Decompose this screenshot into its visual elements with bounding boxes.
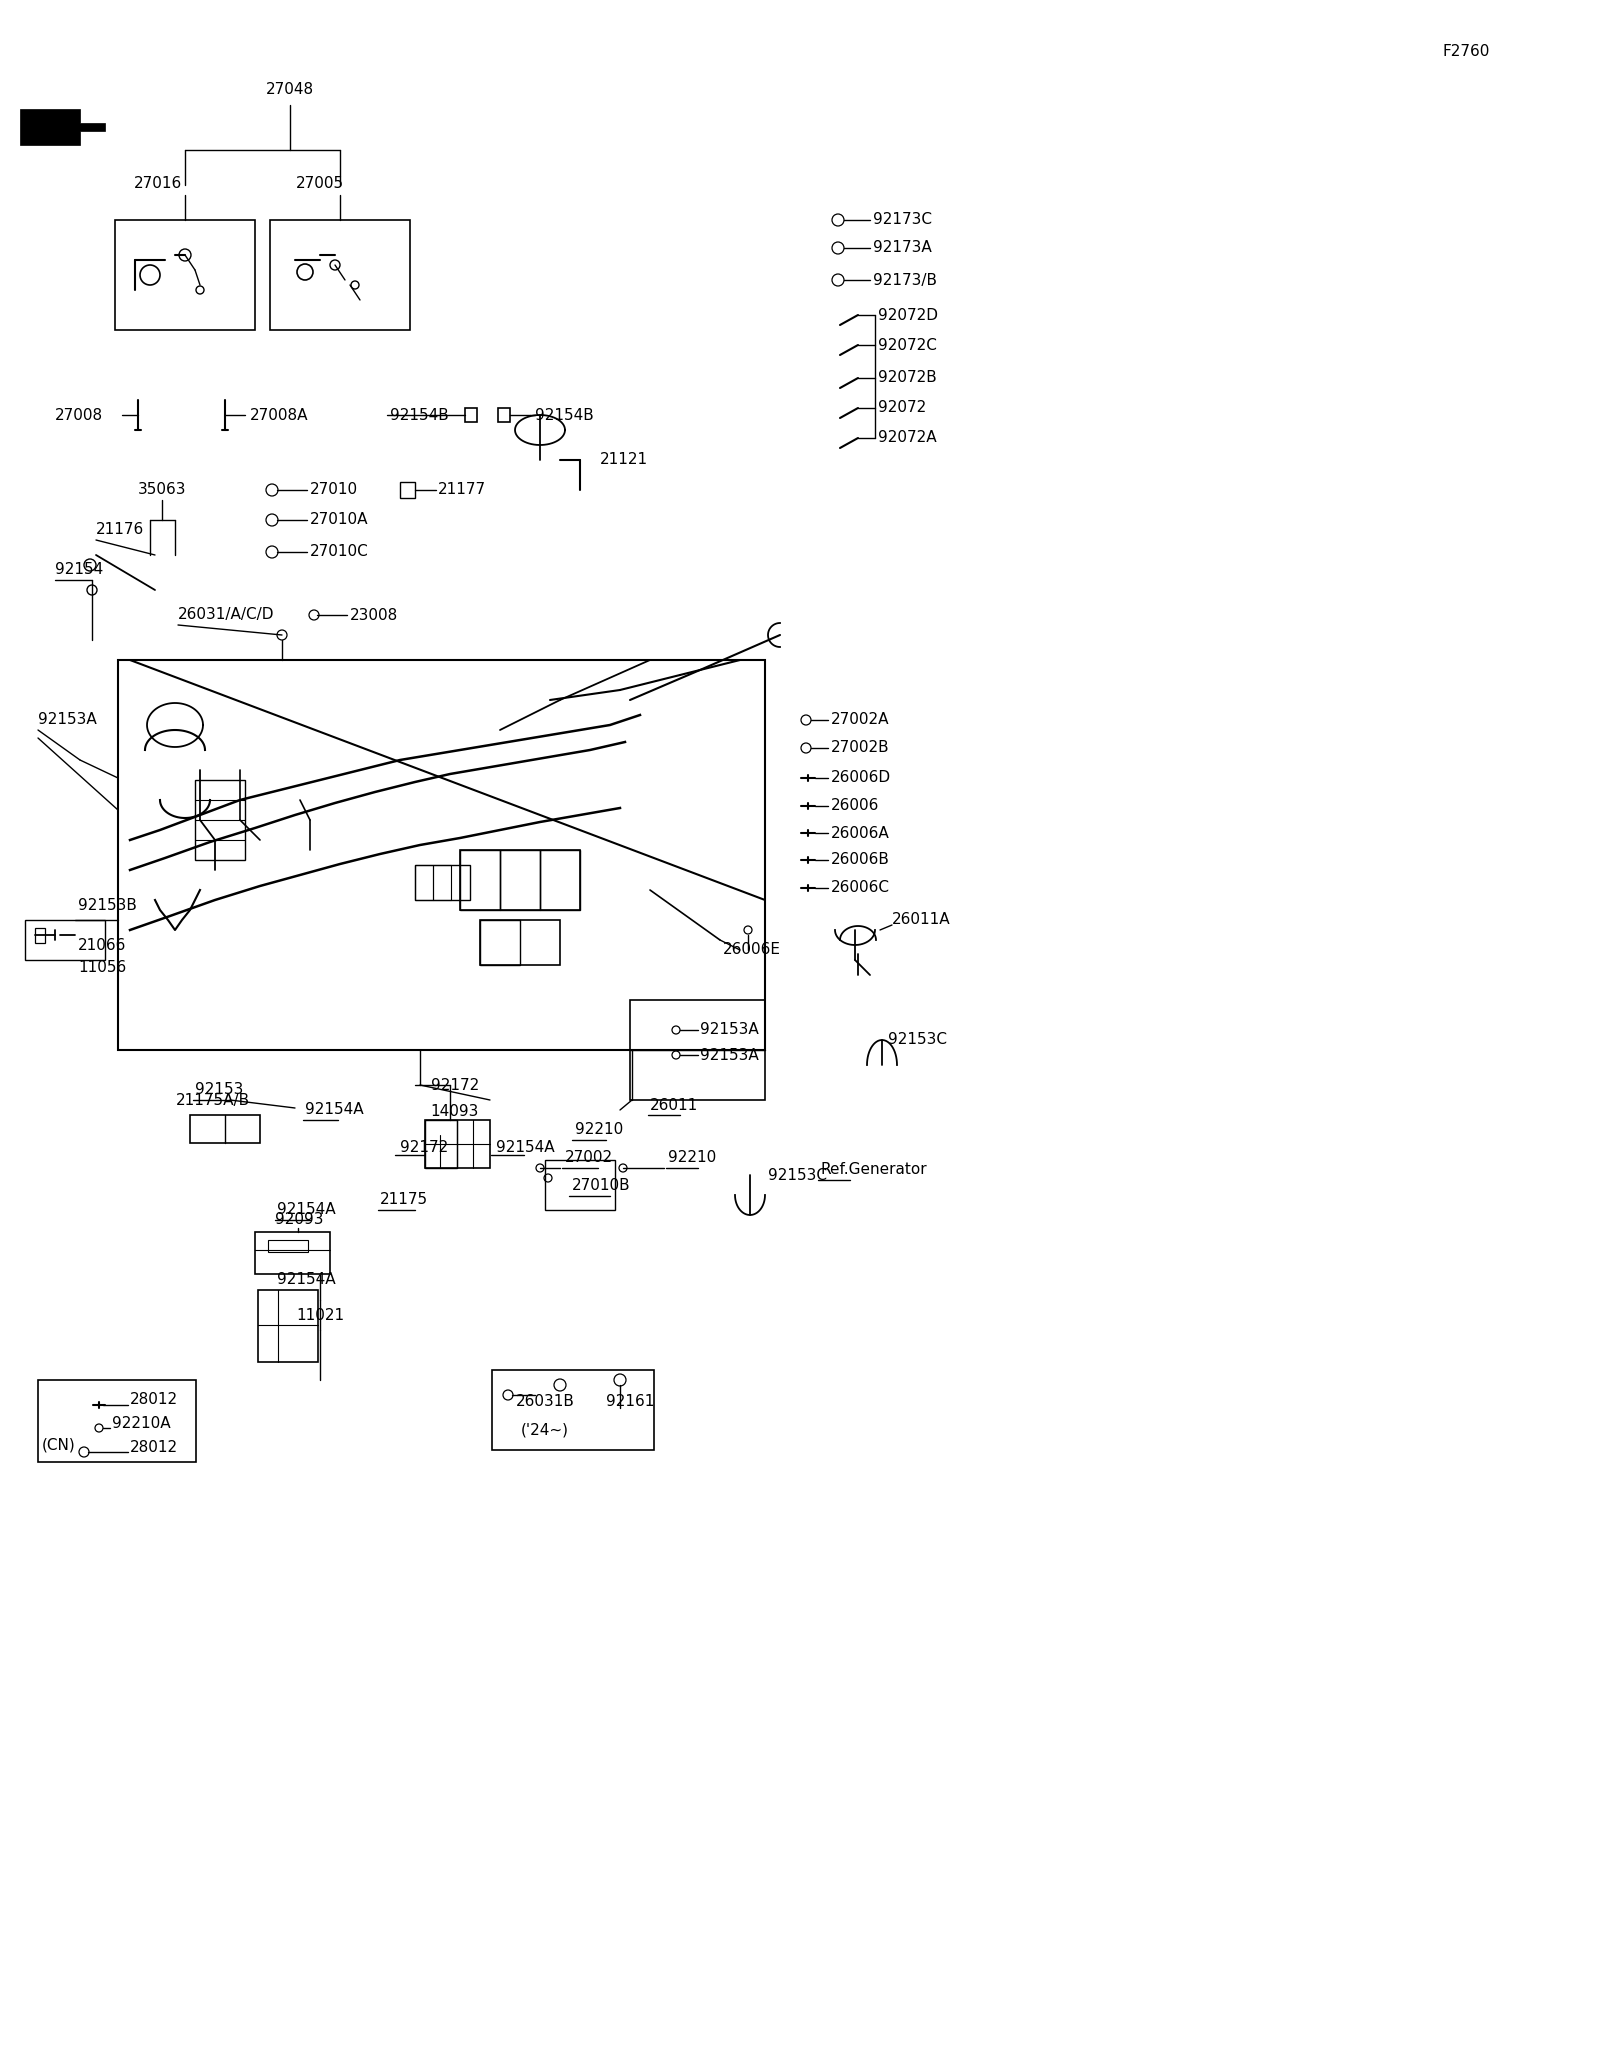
Bar — [546, 1160, 614, 1209]
Text: 92093: 92093 — [275, 1213, 323, 1228]
Text: 27016: 27016 — [134, 176, 182, 190]
Bar — [426, 1120, 458, 1168]
Text: 11021: 11021 — [296, 1308, 344, 1323]
Text: 28012: 28012 — [130, 1441, 178, 1455]
Text: 14093: 14093 — [430, 1104, 478, 1120]
Text: 26006C: 26006C — [830, 881, 890, 895]
Bar — [461, 850, 579, 909]
Bar — [115, 219, 254, 331]
Text: 26011: 26011 — [650, 1098, 698, 1112]
Bar — [426, 1120, 490, 1168]
Bar — [26, 920, 106, 959]
Text: 92153C: 92153C — [888, 1034, 947, 1048]
Text: 92154A: 92154A — [496, 1141, 555, 1155]
Text: 92153B: 92153B — [78, 897, 138, 912]
Bar — [414, 864, 434, 899]
Text: 92153A: 92153A — [701, 1023, 758, 1038]
Text: 21175: 21175 — [381, 1193, 429, 1207]
Text: 27002: 27002 — [565, 1151, 613, 1166]
Bar — [480, 920, 560, 965]
Text: F2760: F2760 — [1443, 45, 1490, 60]
Bar — [630, 1000, 765, 1100]
Bar — [35, 928, 45, 943]
Text: 27008: 27008 — [54, 407, 102, 422]
Text: 26031B: 26031B — [515, 1395, 574, 1410]
Text: 26006B: 26006B — [830, 852, 890, 868]
Text: 26006E: 26006E — [723, 943, 781, 957]
Text: 92161: 92161 — [606, 1395, 654, 1410]
Text: 27005: 27005 — [296, 176, 344, 190]
Text: 27010C: 27010C — [310, 544, 368, 560]
Text: FRONT: FRONT — [18, 1933, 77, 1947]
Text: 26006: 26006 — [830, 798, 880, 814]
Text: 27048: 27048 — [266, 83, 314, 97]
Text: 92210A: 92210A — [112, 1416, 171, 1430]
Text: ('24~): ('24~) — [522, 1422, 570, 1437]
Bar — [499, 850, 541, 909]
Bar — [400, 482, 414, 498]
Text: 92153: 92153 — [195, 1083, 243, 1098]
Text: 92154B: 92154B — [390, 407, 448, 422]
Bar — [195, 779, 245, 860]
Text: 92154A: 92154A — [277, 1203, 336, 1217]
Text: 92072: 92072 — [878, 401, 926, 415]
Text: 27002A: 27002A — [830, 713, 890, 728]
Bar — [480, 920, 520, 965]
Text: 92172: 92172 — [430, 1077, 478, 1093]
Text: 92154: 92154 — [54, 562, 104, 577]
Text: 92173C: 92173C — [874, 213, 931, 227]
Bar — [498, 407, 510, 422]
Text: Ref.Generator: Ref.Generator — [819, 1162, 926, 1178]
Text: 26006A: 26006A — [830, 825, 890, 841]
Text: 92153A: 92153A — [38, 713, 96, 728]
Text: (CN): (CN) — [42, 1437, 75, 1453]
Text: 23008: 23008 — [350, 608, 398, 622]
Text: 21176: 21176 — [96, 523, 144, 537]
Text: 27010B: 27010B — [573, 1178, 630, 1193]
Text: 92172: 92172 — [400, 1141, 448, 1155]
Text: 21177: 21177 — [438, 482, 486, 498]
Bar — [541, 850, 579, 909]
Text: 27010: 27010 — [310, 482, 358, 498]
Text: 92173A: 92173A — [874, 240, 931, 256]
Bar — [434, 864, 451, 899]
Text: 92072A: 92072A — [878, 430, 936, 446]
Bar — [414, 864, 470, 899]
Text: 26006D: 26006D — [830, 771, 891, 785]
Text: 92154A: 92154A — [306, 1102, 363, 1118]
Text: 92210: 92210 — [574, 1122, 624, 1137]
Text: 28012: 28012 — [130, 1393, 178, 1408]
Bar — [466, 407, 477, 422]
Text: 27002B: 27002B — [830, 740, 890, 757]
Text: 35063: 35063 — [138, 482, 186, 498]
Text: 92173/B: 92173/B — [874, 273, 938, 287]
Text: 92154B: 92154B — [534, 407, 594, 422]
Bar — [270, 219, 410, 331]
Text: 11056: 11056 — [78, 961, 126, 976]
Text: 92072D: 92072D — [878, 308, 938, 322]
Text: 92154A: 92154A — [277, 1273, 336, 1288]
Bar — [118, 659, 765, 1050]
Bar — [38, 1381, 195, 1461]
Text: 92153C: 92153C — [768, 1168, 827, 1182]
Bar — [190, 1114, 259, 1143]
Bar — [269, 1240, 307, 1253]
Polygon shape — [19, 110, 106, 145]
Text: 92072C: 92072C — [878, 337, 938, 353]
Text: 92072B: 92072B — [878, 370, 936, 387]
Text: 21066: 21066 — [78, 938, 126, 953]
Text: 21175A/B: 21175A/B — [176, 1093, 250, 1108]
Bar — [493, 1370, 654, 1449]
Text: 92153A: 92153A — [701, 1048, 758, 1062]
Bar — [461, 850, 499, 909]
Text: 27010A: 27010A — [310, 513, 368, 527]
Text: 27008A: 27008A — [250, 407, 309, 422]
Text: 92210: 92210 — [669, 1151, 717, 1166]
Text: 26031/A/C/D: 26031/A/C/D — [178, 608, 275, 622]
Text: 21121: 21121 — [600, 453, 648, 467]
Bar — [254, 1232, 330, 1273]
Text: 26011A: 26011A — [893, 912, 950, 928]
Bar — [258, 1290, 318, 1362]
